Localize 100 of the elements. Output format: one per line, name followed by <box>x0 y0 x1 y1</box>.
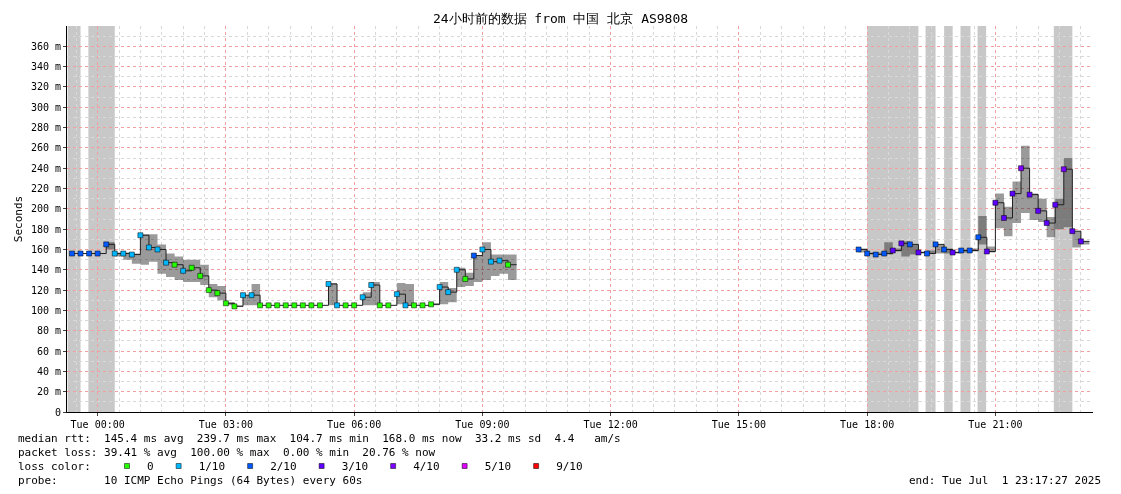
y-tick-label: 320 m <box>30 81 61 93</box>
point <box>1078 238 1084 245</box>
point <box>291 302 298 309</box>
point <box>479 246 486 253</box>
point <box>77 250 84 257</box>
point <box>94 250 101 257</box>
y-tick-label: 20 m <box>36 386 61 398</box>
point <box>265 302 272 309</box>
point <box>488 258 494 265</box>
point <box>308 302 315 309</box>
point <box>462 276 469 282</box>
point <box>1061 166 1067 172</box>
text: median rtt: 145.4 ms avg 239.7 ms max 104.7 ms min 168.0 ms now 33.2 ms sd 4.4 am/s <box>18 432 621 445</box>
point <box>317 302 323 309</box>
legend-label: 0 <box>147 460 154 474</box>
x-tick-label: Tue 15:00 <box>711 419 766 430</box>
legend-label: 4/10 <box>413 460 440 474</box>
point <box>129 251 135 258</box>
point <box>69 250 75 257</box>
point <box>334 302 340 309</box>
point <box>505 261 511 268</box>
point <box>223 300 229 307</box>
point <box>214 290 221 296</box>
x-tick-label: Tue 18:00 <box>840 419 895 430</box>
point <box>385 302 392 309</box>
point <box>1018 165 1024 171</box>
y-tick-label: 280 m <box>30 122 61 134</box>
point <box>419 302 426 309</box>
legend-label: 3/10 <box>341 460 369 474</box>
point <box>325 281 332 287</box>
y-tick-label: 200 m <box>30 203 61 215</box>
point <box>377 302 383 309</box>
point <box>975 234 982 241</box>
point <box>915 249 922 256</box>
point <box>471 252 477 259</box>
point <box>206 287 212 293</box>
point <box>992 200 999 206</box>
y-axis-title: Seconds <box>11 195 25 243</box>
y-tick-label: 360 m <box>30 40 61 52</box>
point <box>1043 220 1050 226</box>
point <box>137 232 144 238</box>
y-tick-label: 40 m <box>36 365 61 377</box>
point <box>300 302 306 309</box>
text: loss color: <box>18 460 91 473</box>
y-tick-label: 180 m <box>30 223 61 235</box>
point <box>146 244 152 251</box>
point <box>932 241 939 248</box>
y-tick-label: 240 m <box>30 162 61 174</box>
point <box>188 265 195 271</box>
point <box>282 302 289 309</box>
point <box>111 250 118 257</box>
point <box>248 292 255 298</box>
x-tick-label: Tue 21:00 <box>968 419 1023 430</box>
y-tick-label: 0 <box>54 406 61 418</box>
legend-label: 5/10 <box>484 460 512 474</box>
y-tick-label: 340 m <box>30 61 61 73</box>
text: packet loss: 39.41 % avg 100.00 % max 0.00 % min 20.76 % now <box>18 446 436 459</box>
point <box>394 291 400 297</box>
chart-title: 24小时前的数据 from 中国 北京 AS9808 <box>432 11 689 27</box>
y-tick-label: 120 m <box>30 284 61 296</box>
point <box>872 251 879 258</box>
x-tick-label: Tue 00:00 <box>70 419 125 430</box>
point <box>966 247 973 254</box>
point <box>274 302 280 309</box>
point <box>855 246 862 253</box>
point <box>907 241 913 248</box>
legend-label: 9/10 <box>556 460 583 474</box>
point <box>445 289 451 295</box>
x-tick-label: Tue 12:00 <box>583 419 638 430</box>
point <box>257 302 263 309</box>
legend-label: 2/10 <box>270 460 297 474</box>
point <box>864 250 870 257</box>
y-tick-label: 260 m <box>30 142 61 154</box>
y-tick-label: 80 m <box>36 325 61 337</box>
point <box>496 257 503 264</box>
point <box>436 284 443 290</box>
point <box>1069 228 1076 234</box>
point <box>103 241 109 248</box>
y-tick-label: 220 m <box>30 183 61 195</box>
point <box>171 261 178 268</box>
point <box>890 247 896 254</box>
legend-label: 1/10 <box>198 460 226 474</box>
point <box>163 259 169 266</box>
point <box>1001 215 1007 221</box>
point <box>240 292 246 298</box>
point <box>1026 191 1033 198</box>
y-tick-label: 160 m <box>30 243 61 255</box>
x-tick-label: Tue 03:00 <box>198 419 253 430</box>
point <box>958 247 964 254</box>
point <box>428 301 434 308</box>
point <box>924 250 930 257</box>
text: end: Tue Jul 1 23:17:27 2025 <box>909 474 1102 487</box>
point <box>368 282 374 288</box>
x-tick-label: Tue 06:00 <box>327 419 382 430</box>
point <box>411 302 417 309</box>
point <box>351 302 357 309</box>
point <box>197 273 203 279</box>
point <box>231 303 238 310</box>
y-tick-label: 60 m <box>36 345 61 357</box>
point <box>1052 202 1058 208</box>
